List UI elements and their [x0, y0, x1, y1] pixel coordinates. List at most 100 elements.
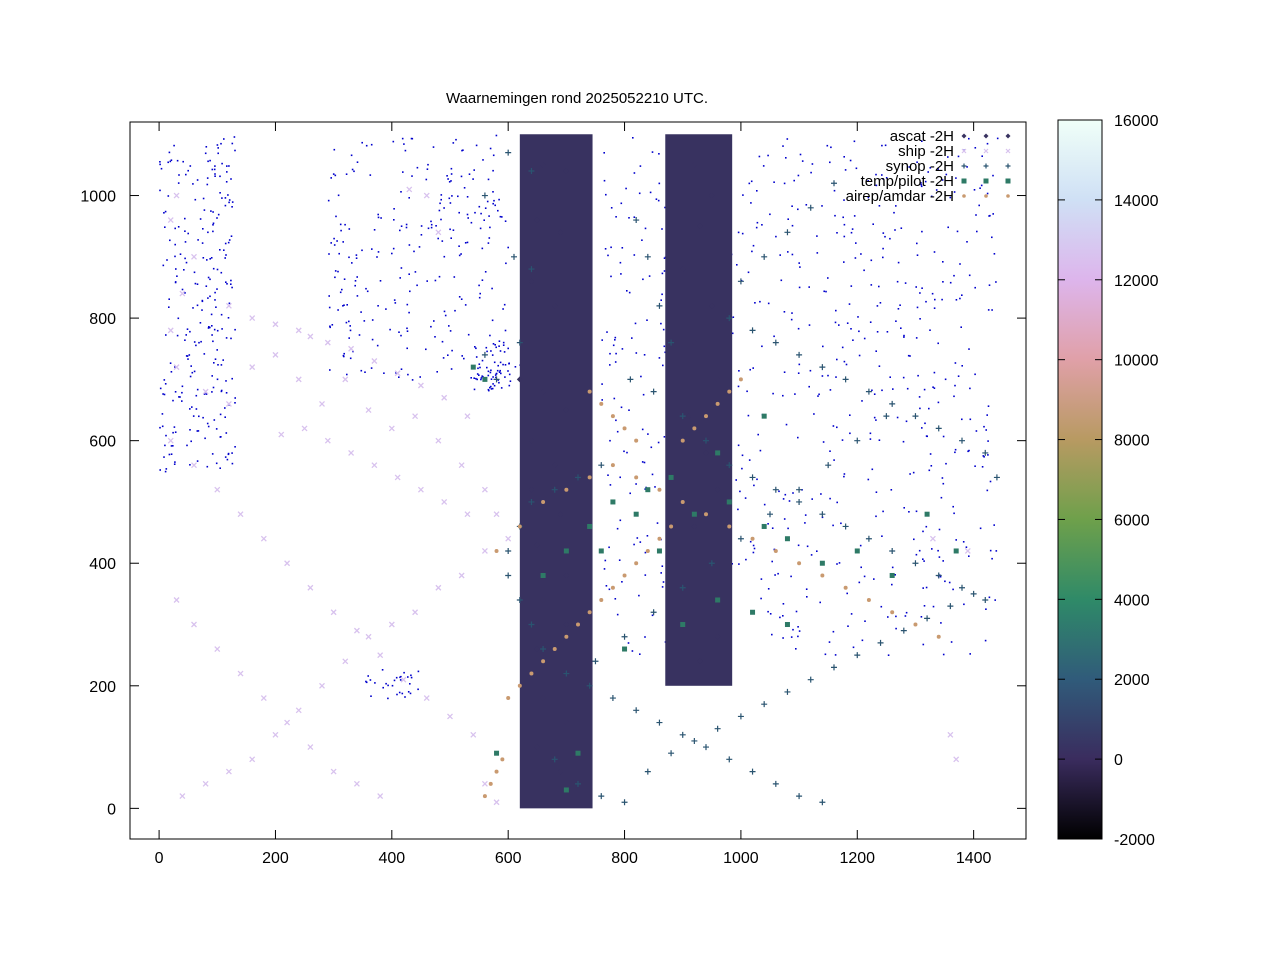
coastline-dot: [783, 311, 786, 313]
coastline-dot: [791, 205, 793, 207]
synop-point: [679, 584, 686, 591]
coastline-dot: [797, 436, 799, 439]
ship-point: [173, 192, 180, 199]
coastline-dot: [915, 553, 918, 556]
coastline-dot: [371, 338, 374, 341]
coastline-dot: [329, 325, 331, 328]
coastline-dot: [206, 422, 209, 425]
coastline-dot: [179, 253, 182, 255]
coastline-dot: [785, 157, 787, 159]
coastline-dot: [196, 460, 199, 462]
coastline-dot: [498, 381, 500, 384]
coastline-dot: [786, 138, 789, 140]
coastline-dot: [483, 219, 485, 221]
coastline-dot: [489, 226, 491, 229]
coastline-dot: [920, 182, 922, 184]
coastline-dot: [443, 207, 445, 209]
coastline-dot: [167, 161, 169, 164]
ship-point: [342, 658, 349, 665]
coastline-dot: [930, 195, 933, 198]
ascat-point: [563, 168, 570, 175]
coastline-dot: [783, 182, 786, 185]
coastline-dot: [398, 376, 400, 378]
coastline-dot: [601, 383, 603, 385]
coastline-dot: [773, 548, 776, 551]
coastline-dot: [876, 331, 879, 333]
coastline-dot: [189, 408, 191, 410]
coastline-dot: [393, 299, 396, 301]
coastline-dot: [444, 314, 447, 317]
coastline-dot: [402, 171, 404, 173]
coastline-dot: [438, 209, 441, 212]
coastline-dot: [452, 142, 455, 144]
ascat-point: [551, 462, 558, 469]
coastline-dot: [881, 174, 883, 176]
ship-point: [202, 388, 209, 395]
coastline-dot: [968, 274, 971, 277]
coastline-dot: [361, 141, 363, 144]
coastline-dot: [635, 352, 638, 354]
coastline-dot: [779, 254, 781, 256]
coastline-dot: [771, 527, 774, 529]
coastline-dot: [644, 227, 647, 230]
coastline-dot: [816, 235, 818, 237]
coastline-dot: [499, 215, 502, 218]
synop-point: [767, 511, 773, 518]
coastline-dot: [224, 204, 227, 207]
coastline-dot: [649, 191, 652, 194]
coastline-dot: [409, 290, 411, 293]
coastline-dot: [899, 304, 901, 306]
coastline-dot: [643, 461, 646, 464]
coastline-dot: [902, 376, 905, 379]
coastline-dot: [211, 453, 214, 455]
coastline-dot: [783, 371, 786, 373]
coastline-dot: [203, 393, 206, 395]
synop-point: [761, 253, 768, 260]
coastline-dot: [162, 393, 164, 395]
coastline-dot: [825, 290, 827, 293]
coastline-dot: [466, 241, 469, 244]
coastline-dot: [937, 549, 939, 552]
coastline-dot: [836, 426, 838, 429]
ship-point: [481, 548, 488, 554]
coastline-dot: [731, 563, 733, 565]
ship-point: [365, 407, 372, 413]
coastline-dot: [921, 287, 923, 289]
coastline-dot: [849, 432, 851, 435]
coastline-dot: [660, 322, 662, 325]
coastline-dot: [987, 309, 990, 311]
coastline-dot: [756, 190, 758, 192]
coastline-dot: [198, 341, 200, 344]
coastline-dot: [988, 215, 990, 217]
ship-point: [394, 370, 401, 377]
coastline-dot: [436, 371, 438, 373]
coastline-dot: [334, 270, 337, 272]
coastline-dot: [451, 195, 453, 197]
coastline-dot: [345, 321, 348, 324]
coastline-dot: [484, 271, 487, 273]
coastline-dot: [443, 255, 446, 258]
coastline-dot: [989, 549, 992, 552]
coastline-dot: [633, 172, 636, 174]
coastline-dot: [959, 297, 961, 300]
coastline-dot: [782, 145, 784, 147]
coastline-dot: [945, 173, 948, 176]
coastline-dot: [882, 232, 885, 234]
y-tick-label: 200: [89, 679, 116, 696]
coastline-dot: [353, 170, 355, 173]
ascat-point: [703, 449, 709, 456]
synop-point: [528, 498, 535, 505]
coastline-dot: [491, 354, 494, 356]
coastline-dot: [478, 363, 481, 365]
colorbar-tick-label: 10000: [1114, 353, 1159, 370]
coastline-dot: [493, 199, 495, 202]
coastline-dot: [829, 389, 832, 391]
coastline-dot: [334, 174, 337, 177]
coastline-dot: [393, 679, 396, 682]
coastline-dot: [827, 277, 829, 279]
x-tick-label: 800: [611, 850, 638, 867]
ship-point: [458, 572, 465, 579]
ship-point: [493, 511, 500, 518]
temp-pilot-point: [924, 511, 930, 517]
coastline-dot: [216, 217, 218, 219]
